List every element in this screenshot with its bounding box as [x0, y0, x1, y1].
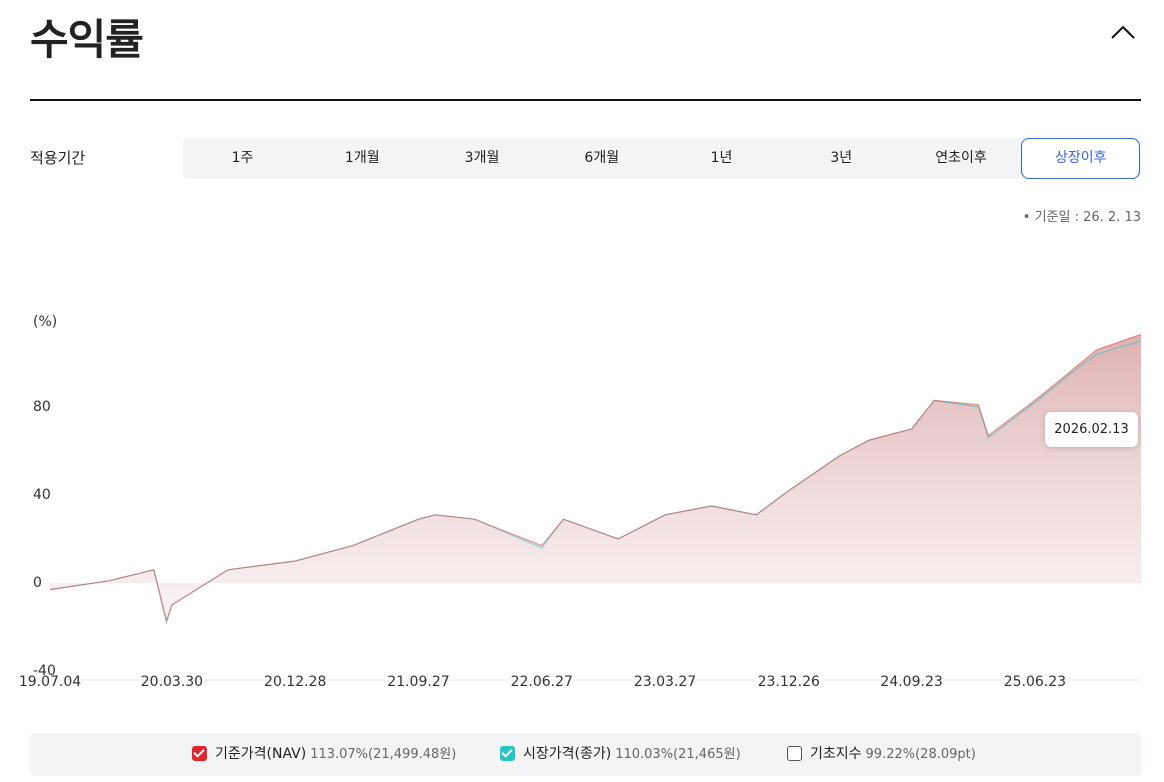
- x-tick-label: 24.09.23: [880, 674, 942, 690]
- legend-label: 기준가격(NAV): [215, 746, 307, 762]
- x-tick-label: 23.03.27: [634, 674, 696, 690]
- collapse-button[interactable]: [1110, 22, 1136, 42]
- period-option[interactable]: 6개월: [584, 150, 620, 166]
- period-option[interactable]: 1개월: [344, 150, 380, 166]
- y-tick-label: -40: [33, 663, 56, 679]
- legend-label: 기초지수: [810, 746, 862, 762]
- period-option[interactable]: 상장이후: [1021, 138, 1141, 179]
- divider: [30, 99, 1141, 101]
- x-tick-label: 21.09.27: [387, 674, 449, 690]
- legend-label: 시장가격(종가): [523, 746, 612, 762]
- legend-item[interactable]: 기준가격(NAV) 113.07%(21,499.48원): [192, 733, 456, 776]
- legend-item[interactable]: 기초지수 99.22%(28.09pt): [787, 733, 976, 776]
- x-tick-label: 22.06.27: [511, 674, 573, 690]
- checkbox[interactable]: [192, 746, 207, 761]
- line: [49, 333, 1142, 623]
- x-tick-label: 20.03.30: [141, 674, 203, 690]
- legend-value: 113.07%(21,499.48원): [310, 747, 457, 762]
- x-tick-label: 25.06.23: [1004, 674, 1066, 690]
- period-selector: 1주 1개월 3개월 6개월 1년 3년 연초이후 상장이후: [183, 138, 1141, 179]
- period-option[interactable]: 3개월: [464, 150, 500, 166]
- checkbox[interactable]: [500, 746, 515, 761]
- tooltip: 2026.02.13: [1045, 412, 1138, 447]
- period-option[interactable]: 1년: [710, 150, 733, 166]
- period-option[interactable]: 3년: [830, 150, 853, 166]
- x-tick-label: 19.07.04: [19, 674, 81, 690]
- legend: 기준가격(NAV) 113.07%(21,499.48원) 시장가격(종가) 110.…: [30, 733, 1141, 776]
- y-axis-label: (%): [33, 314, 57, 330]
- x-tick-label: 20.12.28: [264, 674, 326, 690]
- y-tick-label: 80: [33, 399, 51, 415]
- page-title: 수익률: [30, 15, 144, 64]
- x-tick-label: 23.12.26: [758, 674, 820, 690]
- legend-value: 110.03%(21,465원): [615, 747, 741, 762]
- legend-value: 99.22%(28.09pt): [865, 747, 976, 762]
- checkbox[interactable]: [787, 746, 802, 761]
- legend-item[interactable]: 시장가격(종가) 110.03%(21,465원): [500, 733, 741, 776]
- chart: (%) -40 0 40 80 19.07.04 20.03.30 20.12.28 21.0…: [19, 314, 1142, 690]
- period-option[interactable]: 연초이후: [935, 150, 987, 166]
- area: [50, 334, 1141, 621]
- base-date: 기준일 : 26. 2. 13: [1023, 206, 1141, 225]
- y-tick-label: 40: [33, 487, 51, 503]
- period-option[interactable]: 1주: [231, 150, 254, 166]
- period-label: 적용기간: [30, 149, 86, 167]
- y-tick-label: 0: [33, 575, 42, 591]
